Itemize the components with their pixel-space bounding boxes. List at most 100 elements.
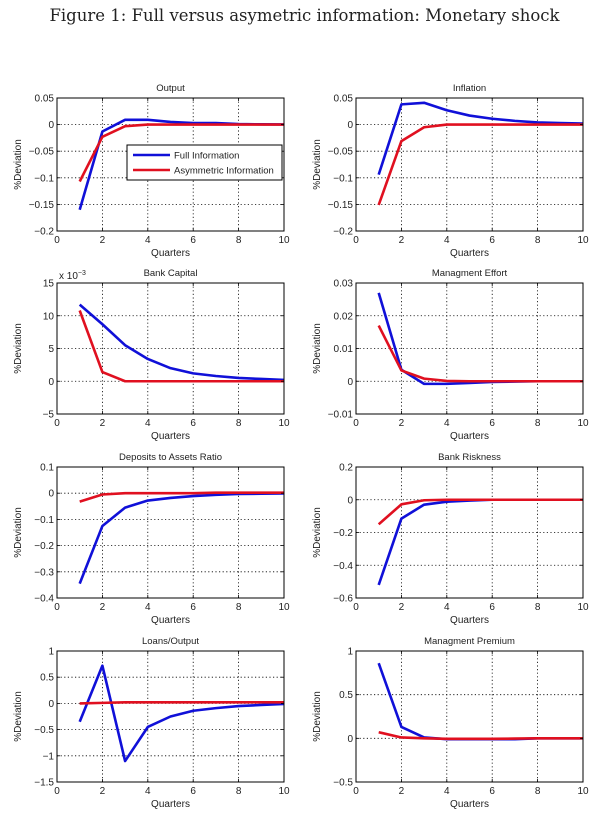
x-axis-label: Quarters xyxy=(151,799,190,810)
y-tick-label: −0.2 xyxy=(333,528,353,539)
y-axis-label: %Deviation xyxy=(312,323,323,374)
y-tick-label: 10 xyxy=(43,311,55,322)
subplot-loans-output: 0 2 4 6 8 10 −1.5 −1 −0.5 0 0.5 1 Loans/Output Quarte… xyxy=(13,636,290,810)
plot-area xyxy=(356,98,583,231)
subplot-title: Deposits to Assets Ratio xyxy=(119,452,222,463)
plot-area xyxy=(356,651,583,782)
y-tick-label: −0.01 xyxy=(328,410,354,421)
x-tick-label: 2 xyxy=(100,602,106,613)
y-tick-label: −0.1 xyxy=(34,515,54,526)
x-tick-label: 0 xyxy=(54,786,60,797)
y-tick-label: 0.02 xyxy=(334,311,354,322)
y-axis-label: %Deviation xyxy=(13,323,24,374)
x-axis-label: Quarters xyxy=(450,431,489,442)
x-tick-label: 0 xyxy=(54,602,60,613)
y-tick-label: −0.2 xyxy=(34,541,54,552)
y-tick-label: 0.5 xyxy=(40,673,54,684)
subplot-deposits-to-assets-ratio: 0 2 4 6 8 10 −0.4 −0.3 −0.2 −0.1 0 0.1 Deposits to A… xyxy=(13,452,290,626)
x-tick-label: 4 xyxy=(145,786,151,797)
x-tick-label: 6 xyxy=(190,235,196,246)
x-tick-label: 10 xyxy=(577,602,589,613)
y-tick-label: −0.05 xyxy=(328,147,354,158)
x-tick-label: 2 xyxy=(100,786,106,797)
y-scale-label: x 10−3 xyxy=(59,270,86,282)
y-tick-label: −0.6 xyxy=(333,594,353,605)
y-tick-label: 0 xyxy=(48,120,54,131)
legend: Full Information Asymmetric Information xyxy=(126,144,283,181)
y-tick-label: −0.05 xyxy=(29,147,55,158)
y-tick-label: −0.3 xyxy=(34,567,54,578)
y-tick-label: 0.05 xyxy=(334,94,354,105)
y-tick-label: 5 xyxy=(48,344,54,355)
y-tick-label: −0.2 xyxy=(34,227,54,238)
subplot-title: Loans/Output xyxy=(142,636,199,647)
series-line-asymmetric-information xyxy=(377,498,583,526)
subplot-output: 0 2 4 6 8 10 −0.2 −0.15 −0.1 −0.05 0 0.05 Output Quar… xyxy=(13,83,290,259)
series-line-asymmetric-information xyxy=(79,491,284,503)
subplot-bank-riskness: 0 2 4 6 8 10 −0.6 −0.4 −0.2 0 0.2 Bank Riskness Quar… xyxy=(312,452,589,626)
x-tick-label: 10 xyxy=(577,418,589,429)
x-tick-label: 2 xyxy=(399,418,405,429)
x-tick-label: 6 xyxy=(489,418,495,429)
series-line-asymmetric-information xyxy=(78,310,284,383)
y-tick-label: 1 xyxy=(48,647,54,658)
x-tick-label: 4 xyxy=(444,235,450,246)
subplot-inflation: 0 2 4 6 8 10 −0.2 −0.15 −0.1 −0.05 0 0.05 Inflation Q… xyxy=(312,83,589,259)
y-tick-label: 0.2 xyxy=(339,463,353,474)
x-tick-label: 8 xyxy=(236,418,242,429)
x-tick-label: 6 xyxy=(489,235,495,246)
plot-area xyxy=(57,467,284,598)
subplot-title: Bank Riskness xyxy=(438,452,501,463)
plot-area xyxy=(57,283,284,414)
x-tick-label: 4 xyxy=(145,418,151,429)
y-tick-label: −0.4 xyxy=(333,561,353,572)
series-line-asymmetric-information xyxy=(377,324,583,383)
x-tick-label: 6 xyxy=(489,602,495,613)
y-tick-label: −0.1 xyxy=(333,173,353,184)
x-tick-label: 10 xyxy=(278,235,290,246)
y-tick-label: 0.05 xyxy=(35,94,55,105)
y-axis-label: %Deviation xyxy=(312,691,323,742)
x-tick-label: 0 xyxy=(353,418,359,429)
series-line-full-information xyxy=(78,303,285,382)
y-tick-label: 0 xyxy=(347,734,353,745)
y-tick-label: −1.5 xyxy=(34,778,54,789)
x-tick-label: 10 xyxy=(278,418,290,429)
y-tick-label: 0 xyxy=(48,377,54,388)
y-tick-label: −0.5 xyxy=(333,778,353,789)
x-tick-label: 0 xyxy=(353,786,359,797)
y-tick-label: −1 xyxy=(43,751,55,762)
x-tick-label: 4 xyxy=(444,786,450,797)
y-tick-label: −0.15 xyxy=(29,200,55,211)
x-tick-label: 4 xyxy=(145,235,151,246)
y-tick-label: 0.01 xyxy=(334,344,354,355)
x-axis-label: Quarters xyxy=(450,799,489,810)
y-tick-label: −5 xyxy=(43,410,55,421)
axes-box xyxy=(56,650,285,783)
x-tick-label: 0 xyxy=(54,418,60,429)
x-tick-label: 4 xyxy=(444,602,450,613)
legend-label-full-information: Full Information xyxy=(174,151,239,162)
y-scale-exponent: −3 xyxy=(78,270,86,277)
x-tick-label: 2 xyxy=(399,235,405,246)
series-line-full-information xyxy=(78,664,285,763)
y-tick-label: 0 xyxy=(48,699,54,710)
x-tick-label: 8 xyxy=(236,235,242,246)
y-tick-label: 1 xyxy=(347,647,353,658)
y-tick-label: −0.4 xyxy=(34,594,54,605)
series-line-asymmetric-information xyxy=(378,730,583,741)
subplot-title: Bank Capital xyxy=(144,268,198,279)
y-tick-label: −0.1 xyxy=(34,173,54,184)
x-axis-label: Quarters xyxy=(151,431,190,442)
y-tick-label: 0.1 xyxy=(40,463,54,474)
subplot-title: Output xyxy=(156,83,185,94)
legend-label-asymmetric-information: Asymmetric Information xyxy=(174,166,274,177)
x-tick-label: 10 xyxy=(278,602,290,613)
x-tick-label: 4 xyxy=(145,602,151,613)
y-axis-label: %Deviation xyxy=(13,139,24,190)
x-tick-label: 0 xyxy=(353,235,359,246)
figure-title: Figure 1: Full versus asymetric informat… xyxy=(49,6,560,25)
x-tick-label: 2 xyxy=(100,418,106,429)
y-tick-label: −0.15 xyxy=(328,200,354,211)
